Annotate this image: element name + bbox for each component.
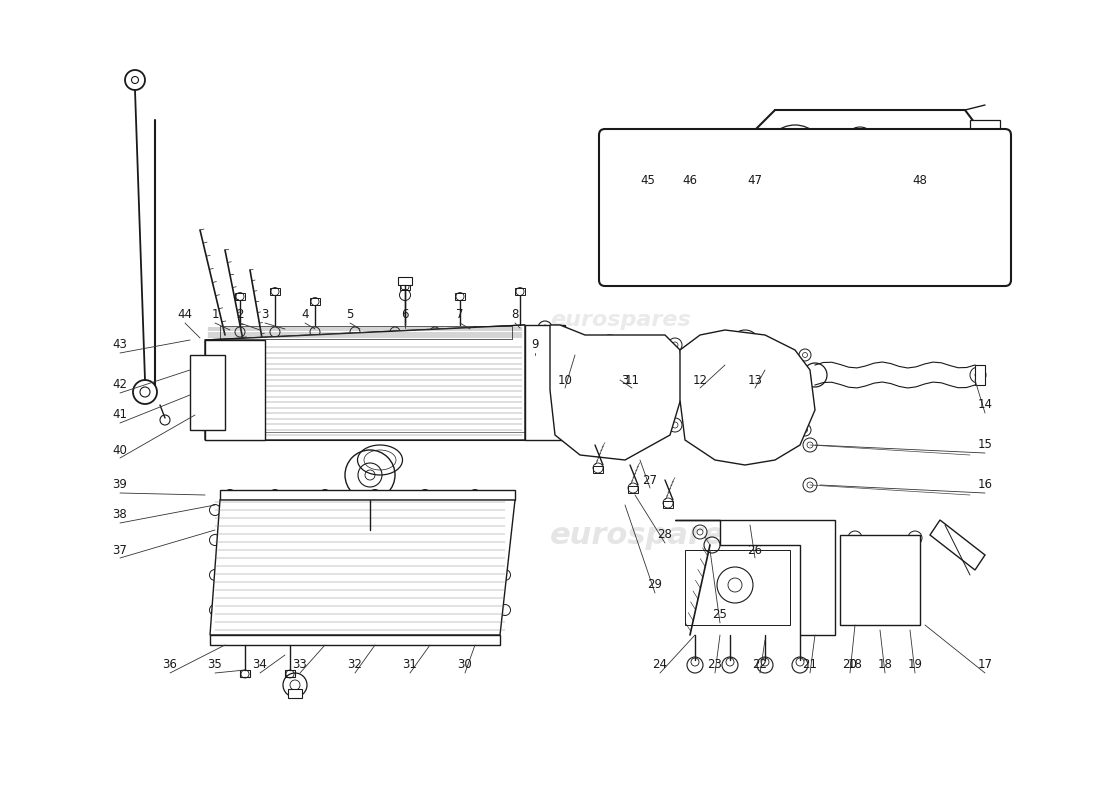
Text: 23: 23 (707, 658, 723, 671)
Text: 11: 11 (625, 374, 639, 386)
Text: 17: 17 (978, 658, 992, 671)
Text: 9: 9 (531, 338, 539, 351)
Bar (540, 330, 550, 355)
Text: 37: 37 (112, 543, 128, 557)
Bar (850, 545, 910, 615)
Bar (240, 670, 250, 677)
Text: eurospares: eurospares (550, 310, 691, 330)
Text: 48: 48 (913, 174, 927, 186)
Polygon shape (930, 520, 984, 570)
Text: 3: 3 (621, 374, 629, 386)
Text: 16: 16 (978, 478, 992, 491)
Text: 44: 44 (177, 309, 192, 322)
Text: 21: 21 (803, 658, 817, 671)
Text: 18: 18 (878, 658, 892, 671)
Text: 38: 38 (112, 509, 128, 522)
Text: eurospares: eurospares (200, 410, 393, 439)
Text: 36: 36 (163, 658, 177, 671)
Bar (288, 689, 302, 698)
Text: 35: 35 (208, 658, 222, 671)
Bar (363, 530, 377, 538)
Bar (235, 293, 245, 300)
Polygon shape (840, 535, 920, 625)
Circle shape (132, 77, 139, 83)
Polygon shape (190, 355, 226, 430)
Polygon shape (210, 635, 500, 645)
Polygon shape (205, 325, 525, 340)
Text: 27: 27 (642, 474, 658, 486)
Text: 26: 26 (748, 543, 762, 557)
Text: 4: 4 (301, 309, 309, 322)
Text: 33: 33 (293, 658, 307, 671)
Text: 8: 8 (512, 309, 519, 322)
Text: 32: 32 (348, 658, 362, 671)
Text: 42: 42 (112, 378, 128, 391)
Polygon shape (205, 325, 525, 440)
Polygon shape (210, 500, 515, 635)
Text: 12: 12 (693, 374, 707, 386)
Polygon shape (970, 120, 1000, 145)
Bar (285, 670, 295, 677)
Bar (628, 486, 638, 493)
Text: 5: 5 (346, 309, 354, 322)
Bar (593, 466, 603, 473)
Text: 7: 7 (456, 309, 464, 322)
Polygon shape (680, 330, 815, 465)
Text: 13: 13 (748, 374, 762, 386)
Polygon shape (675, 520, 835, 635)
Text: 31: 31 (403, 658, 417, 671)
Text: 2: 2 (236, 309, 244, 322)
Text: 40: 40 (112, 443, 128, 457)
Text: eurospares: eurospares (550, 521, 742, 550)
Text: 45: 45 (640, 174, 656, 186)
Text: 10: 10 (558, 374, 572, 386)
Bar (310, 298, 320, 305)
Polygon shape (640, 150, 725, 185)
Polygon shape (645, 153, 720, 182)
Text: 24: 24 (652, 658, 668, 671)
Bar (400, 283, 410, 290)
FancyBboxPatch shape (600, 129, 1011, 286)
Bar (685, 550, 790, 625)
Bar (235, 505, 485, 625)
Text: 29: 29 (648, 578, 662, 591)
Text: 6: 6 (402, 309, 409, 322)
Text: 18: 18 (848, 658, 862, 671)
Text: 19: 19 (908, 658, 923, 671)
Text: 41: 41 (112, 409, 128, 422)
Text: 43: 43 (112, 338, 128, 351)
Bar (270, 288, 280, 295)
Polygon shape (220, 490, 515, 500)
Polygon shape (205, 340, 265, 440)
Text: 25: 25 (713, 609, 727, 622)
Bar (515, 288, 525, 295)
Text: 20: 20 (843, 658, 857, 671)
Bar (398, 277, 412, 285)
Bar (663, 501, 673, 508)
Text: 47: 47 (748, 174, 762, 186)
Text: 39: 39 (112, 478, 128, 491)
Text: 34: 34 (253, 658, 267, 671)
Text: 1: 1 (211, 309, 219, 322)
Polygon shape (550, 325, 685, 460)
Text: 30: 30 (458, 658, 472, 671)
Polygon shape (975, 365, 984, 385)
Text: 14: 14 (978, 398, 992, 411)
Text: 22: 22 (752, 658, 768, 671)
Text: 46: 46 (682, 174, 697, 186)
Text: 3: 3 (262, 309, 268, 322)
Bar (455, 293, 465, 300)
Text: 15: 15 (978, 438, 992, 451)
Polygon shape (525, 325, 565, 440)
Text: 28: 28 (658, 529, 672, 542)
